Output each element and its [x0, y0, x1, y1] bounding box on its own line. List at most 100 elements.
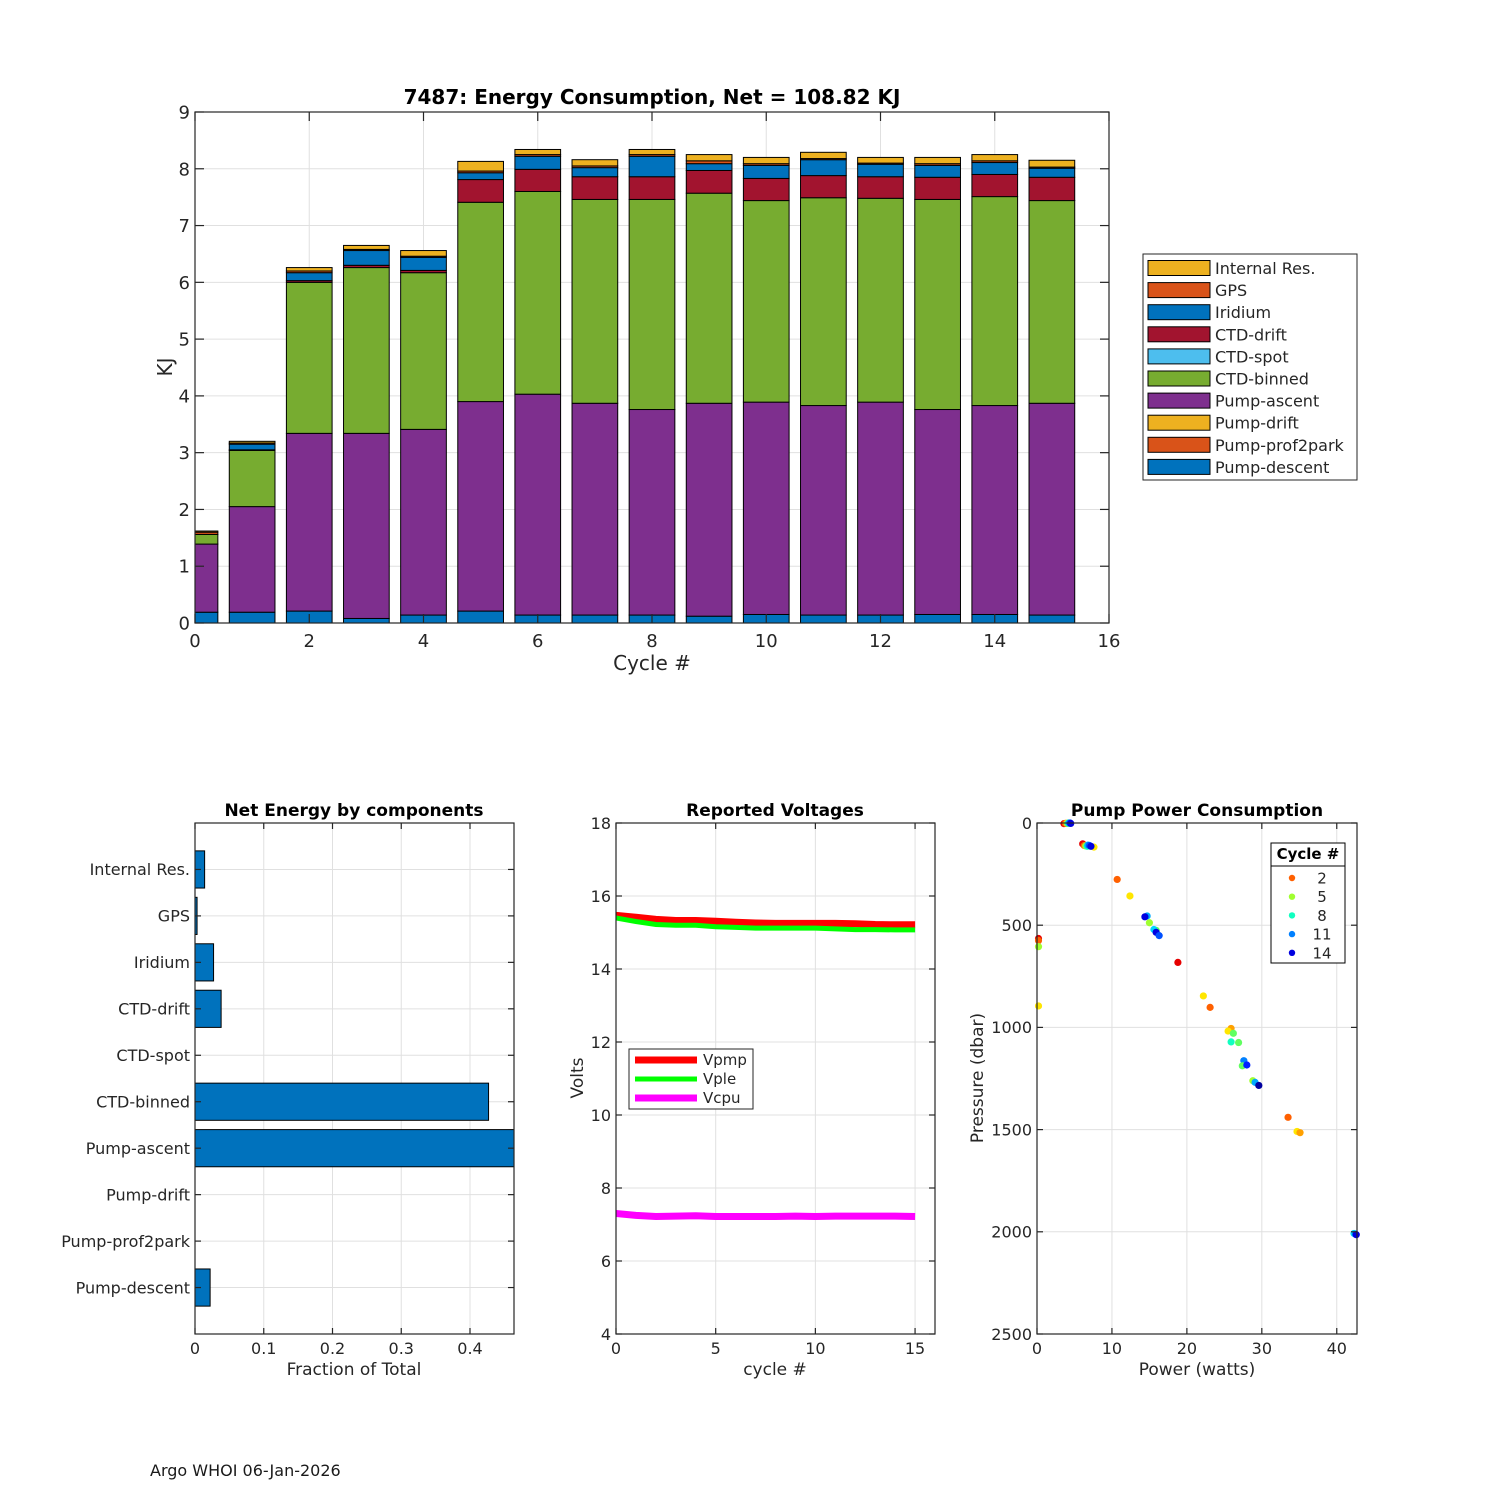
legend-item-pump-descent[interactable]: Pump-descent [1147, 458, 1329, 477]
legend-label: Pump-drift [1215, 414, 1299, 433]
bar-segment-ctd-binned [742, 200, 790, 403]
bar-segment-gps [195, 531, 219, 535]
point-cycle-12 [1155, 932, 1163, 940]
bar-segment-ctd-binned [343, 267, 390, 434]
x-tick-label: 0 [1032, 1339, 1042, 1358]
y-tick-label: Pump-descent [76, 1278, 190, 1297]
bar-segment-pump-descent [228, 611, 276, 623]
bar-segment-pump-ascent [195, 543, 219, 613]
voltages-chart-xlabel: cycle # [743, 1360, 807, 1380]
bar-stack-cycle-9 [685, 154, 733, 623]
point-cycle-4 [1126, 892, 1134, 900]
bar-segment-ctd-binned [628, 198, 676, 411]
point-cycle-6 [1234, 1038, 1243, 1047]
legend-marker [1288, 893, 1296, 900]
voltages-chart-ylabel: Volts [568, 1057, 588, 1098]
bar-stack-cycle-8 [628, 148, 676, 623]
legend-item-iridium[interactable]: Iridium [1147, 303, 1271, 322]
legend-item-vple[interactable]: Vple [635, 1070, 736, 1088]
voltages-chart-title: Reported Voltages [686, 801, 864, 821]
legend-item-cycle-14[interactable]: 14 [1288, 944, 1332, 962]
axes-box [194, 822, 515, 1335]
bar-segment-pump-descent [800, 614, 847, 623]
y-tick-label: Pump-ascent [86, 1139, 190, 1158]
legend-label: Vple [703, 1070, 736, 1088]
legend-label: GPS [1215, 281, 1247, 300]
bar-segment-pump-ascent [285, 432, 333, 612]
bar-segment-pump-ascent [343, 432, 390, 619]
bar-segment-pump-ascent [971, 405, 1019, 615]
x-tick-label: 2 [304, 631, 315, 652]
bar-segment-ctd-binned [285, 281, 333, 434]
bar-pump-ascent [195, 1129, 514, 1168]
legend-item-pump-drift[interactable]: Pump-drift [1147, 414, 1299, 433]
component-bars [195, 850, 514, 1307]
bar-segment-iridium [343, 250, 390, 266]
legend-item-cycle-2[interactable]: 2 [1288, 870, 1327, 888]
components-chart-xlabel: Fraction of Total [287, 1360, 422, 1380]
y-tick-label: Pump-drift [106, 1185, 190, 1204]
bar-segment-pump-ascent [1028, 402, 1076, 616]
legend-item-ctd-binned[interactable]: CTD-binned [1147, 370, 1309, 389]
bar-segment-ctd-binned [457, 201, 504, 403]
bar-segment-pump-descent [343, 617, 390, 623]
x-tick-label: 40 [1327, 1339, 1347, 1358]
point-cycle-14 [1087, 842, 1095, 850]
legend-swatch [1147, 414, 1211, 431]
bar-ctd-binned [195, 1082, 490, 1121]
bar-segment-internal-res [457, 160, 504, 172]
x-tick-label: 4 [418, 631, 429, 652]
bar-stack-cycle-5 [457, 160, 504, 623]
bar-segment-pump-descent [457, 610, 504, 623]
bar-segment-pump-descent [685, 615, 733, 623]
legend-item-ctd-spot[interactable]: CTD-spot [1147, 347, 1289, 366]
voltage-lines [616, 911, 916, 1221]
legend-swatch [1147, 370, 1211, 387]
bar-segment-internal-res [742, 156, 790, 165]
bar-segment-iridium [1028, 167, 1076, 178]
bar-segment-internal-res [857, 156, 904, 164]
legend-item-cycle-5[interactable]: 5 [1288, 888, 1327, 906]
bar-segment-iridium [228, 443, 276, 451]
bar-segment-internal-res [571, 159, 619, 167]
bar-stack-cycle-0 [195, 530, 219, 623]
legend-item-vpmp[interactable]: Vpmp [635, 1051, 747, 1069]
y-tick-label: 12 [591, 1033, 611, 1052]
legend-item-cycle-8[interactable]: 8 [1288, 907, 1327, 925]
y-tick-label: Internal Res. [90, 860, 190, 879]
legend-item-vcpu[interactable]: Vcpu [635, 1089, 741, 1107]
footer-caption: Argo WHOI 06-Jan-2026 [150, 1461, 341, 1480]
legend-item-pump-prof2park[interactable]: Pump-prof2park [1147, 436, 1345, 455]
y-tick-label: 2500 [991, 1325, 1032, 1344]
bar-segment-ctd-binned [571, 198, 619, 404]
y-tick-label: CTD-binned [96, 1092, 190, 1111]
y-tick-label: Pump-prof2park [61, 1232, 191, 1251]
line-vpmp [616, 911, 916, 929]
legend-swatch [1147, 348, 1211, 365]
legend-item-internal-res[interactable]: Internal Res. [1147, 259, 1315, 278]
legend-swatch [1147, 326, 1211, 343]
legend-item-cycle-11[interactable]: 11 [1288, 926, 1332, 944]
y-tick-label: 2 [179, 500, 190, 521]
legend-item-pump-ascent[interactable]: Pump-ascent [1147, 392, 1319, 411]
bar-stack-cycle-12 [857, 156, 904, 623]
bar-stack-cycle-6 [514, 148, 562, 623]
x-tick-label: 20 [1177, 1339, 1197, 1358]
x-tick-label: 0 [189, 631, 200, 652]
point-cycle-1 [1174, 958, 1182, 967]
y-tick-label: 8 [179, 159, 190, 180]
bar-segment-ctd-drift [514, 168, 562, 192]
bar-segment-ctd-binned [400, 272, 447, 430]
y-tick-label: 8 [601, 1179, 611, 1198]
legend-item-gps[interactable]: GPS [1147, 281, 1247, 300]
y-tick-label: 16 [591, 887, 611, 906]
bar-segment-iridium [857, 163, 904, 178]
bar-stack-cycle-1 [228, 440, 276, 623]
legend-item-ctd-drift[interactable]: CTD-drift [1147, 325, 1287, 344]
bar-iridium [195, 943, 215, 982]
energy-chart-legend[interactable]: Internal Res. GPS Iridium CTD-drift CTD-spot… [1142, 253, 1358, 481]
point-cycle-4 [1199, 992, 1207, 1000]
